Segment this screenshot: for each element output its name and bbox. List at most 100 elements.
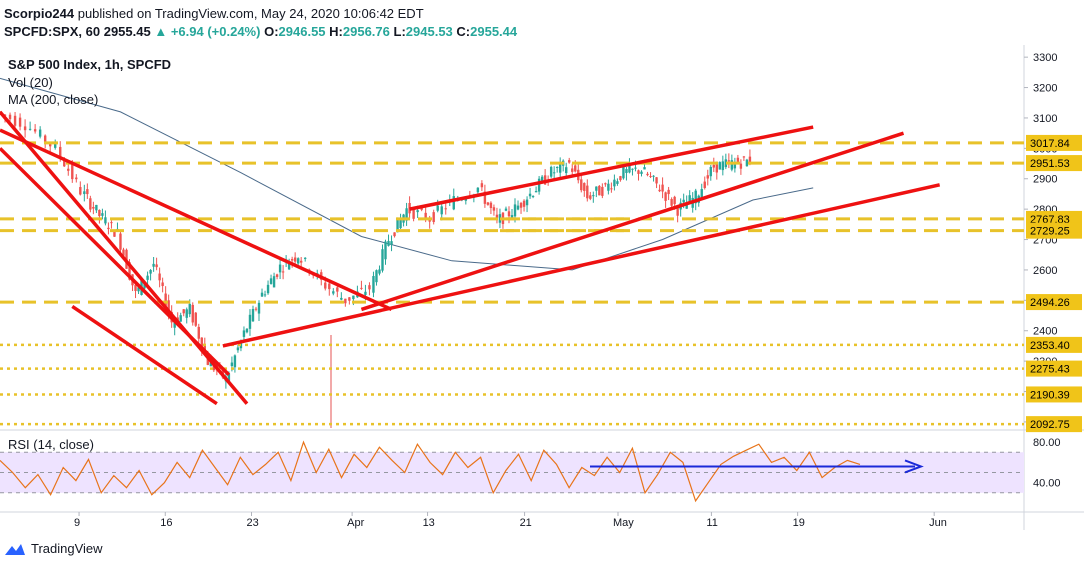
candle-body [748, 156, 752, 165]
candle-body [348, 297, 351, 301]
candle-body [739, 163, 743, 169]
candle-body [101, 213, 104, 216]
candle-body [565, 167, 568, 174]
candle-body [360, 287, 363, 289]
candle-body [227, 373, 231, 383]
y-tick-label: 3100 [1033, 113, 1057, 125]
candle-body [516, 205, 520, 210]
trend-line [222, 183, 941, 348]
candle-body [676, 207, 679, 216]
candle-body [269, 278, 273, 284]
candle-body [396, 217, 399, 233]
candle-body [525, 199, 529, 206]
candle-body [670, 199, 673, 206]
level-tag-label: 2494.26 [1030, 297, 1070, 309]
rsi-arrow-head [904, 459, 924, 474]
candle-body [293, 257, 297, 262]
candle-body [188, 303, 191, 315]
level-tag-label: 2275.43 [1030, 364, 1070, 376]
candle-body [275, 274, 279, 277]
candle-body [658, 189, 661, 192]
candle-body [281, 271, 285, 273]
candle-body [28, 128, 32, 130]
candle-body [495, 214, 499, 218]
candle-body [721, 161, 725, 171]
candle-body [260, 292, 264, 297]
candle-body [23, 126, 27, 131]
candle-body [92, 206, 95, 209]
candle-body [640, 171, 643, 174]
candle-body [574, 165, 577, 172]
level-tag [1026, 336, 1082, 353]
candle-body [83, 191, 86, 195]
candle-body [287, 263, 291, 270]
level-tag-label: 2190.39 [1030, 389, 1070, 401]
candle-body [384, 241, 387, 260]
rsi-line [0, 440, 861, 503]
candle-body [733, 161, 737, 169]
close-value: 2955.44 [470, 24, 518, 39]
candle-body [161, 282, 164, 287]
candle-body [519, 202, 523, 208]
candle-body [158, 273, 161, 281]
candle-body [98, 209, 101, 217]
candle-body [167, 300, 170, 314]
tradingview-brand[interactable]: TradingView [4, 541, 103, 556]
candle-body [631, 168, 634, 170]
y-tick-label: 2900 [1033, 174, 1057, 186]
brand-name: TradingView [31, 541, 103, 556]
candle-body [146, 275, 149, 280]
candle-body [715, 161, 718, 173]
candle-body [498, 214, 502, 223]
rsi-legend: RSI (14, close) [8, 437, 94, 452]
candle-body [200, 337, 203, 351]
candle-body [558, 162, 562, 173]
candle-body [625, 169, 628, 173]
candle-body [444, 208, 447, 210]
candle-body [399, 218, 402, 229]
candle-body [296, 258, 300, 264]
candle-body [119, 233, 122, 250]
author-name[interactable]: Scorpio244 [4, 6, 75, 21]
candle-body [113, 231, 116, 237]
x-tick-label: Apr [347, 517, 364, 529]
candle-body [272, 276, 276, 288]
candle-body [643, 167, 646, 170]
candle-body [278, 264, 282, 273]
publish-header: Scorpio244 published on TradingView.com,… [4, 6, 424, 21]
candle-body [340, 297, 343, 300]
ma-legend: MA (200, close) [8, 92, 99, 107]
candle-body [745, 159, 749, 167]
tradingview-logo-icon [5, 543, 25, 555]
candle-body [607, 183, 610, 191]
candle-body [242, 330, 246, 337]
candle-body [86, 189, 89, 195]
candle-body [507, 211, 511, 217]
x-tick-label: 16 [160, 517, 172, 529]
volume-legend: Vol (20) [8, 75, 53, 90]
candle-body [489, 202, 493, 209]
candle-body [703, 181, 706, 188]
candle-body [290, 259, 294, 261]
candle-body [718, 162, 722, 170]
candle-body [110, 222, 113, 224]
candle-body [63, 160, 66, 167]
open-label: O: [264, 24, 279, 39]
candle-body [595, 186, 598, 191]
candle-body [709, 166, 712, 177]
x-tick-label: 19 [793, 517, 805, 529]
candle-body [375, 270, 378, 283]
level-tag [1026, 360, 1082, 377]
trend-line [71, 304, 218, 406]
candle-body [54, 143, 57, 148]
candle-body [352, 295, 355, 300]
symbol-label[interactable]: SPCFD:SPX, 60 [4, 24, 101, 39]
candle-body [730, 160, 734, 170]
candle-body [685, 202, 688, 209]
candle-body [598, 185, 601, 196]
x-tick-label: Jun [929, 517, 947, 529]
candle-body [580, 179, 583, 191]
candle-body [504, 208, 508, 211]
y-tick-label: 2600 [1033, 265, 1057, 277]
